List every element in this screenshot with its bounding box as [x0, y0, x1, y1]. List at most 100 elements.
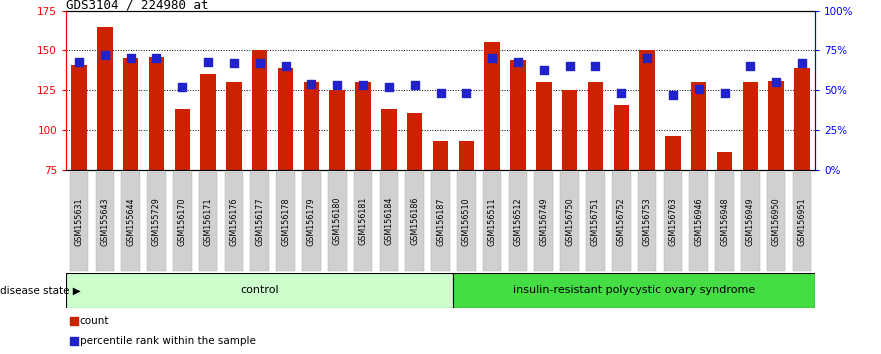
Point [537, 67, 551, 72]
Text: GSM156176: GSM156176 [229, 197, 239, 246]
FancyBboxPatch shape [638, 172, 656, 270]
Text: GSM156751: GSM156751 [591, 197, 600, 246]
Point [485, 56, 500, 61]
FancyBboxPatch shape [250, 172, 269, 270]
Bar [768, 81, 784, 170]
Text: GSM156949: GSM156949 [746, 197, 755, 246]
Point [227, 60, 241, 66]
Bar [226, 82, 241, 170]
FancyBboxPatch shape [431, 172, 450, 270]
Bar [485, 42, 500, 170]
Bar [433, 141, 448, 170]
Bar [795, 68, 810, 170]
Text: GSM155644: GSM155644 [126, 197, 135, 246]
Bar [613, 104, 629, 170]
Bar [381, 109, 396, 170]
FancyBboxPatch shape [147, 172, 166, 270]
FancyBboxPatch shape [766, 172, 786, 270]
Bar [71, 65, 86, 170]
Text: percentile rank within the sample: percentile rank within the sample [79, 336, 255, 346]
Bar [278, 68, 293, 170]
Text: GSM156951: GSM156951 [797, 197, 806, 246]
Bar [588, 82, 603, 170]
Point [330, 82, 344, 88]
Bar [122, 58, 138, 170]
Bar [691, 82, 707, 170]
Point [589, 64, 603, 69]
Point [123, 56, 137, 61]
Text: GSM155729: GSM155729 [152, 197, 161, 246]
Bar [252, 50, 268, 170]
FancyBboxPatch shape [328, 172, 346, 270]
Point [769, 79, 783, 85]
Text: GSM156511: GSM156511 [488, 197, 497, 246]
Text: GDS3104 / 224980_at: GDS3104 / 224980_at [66, 0, 209, 11]
Text: GSM156512: GSM156512 [514, 197, 522, 246]
FancyBboxPatch shape [508, 172, 527, 270]
Text: GSM156177: GSM156177 [255, 197, 264, 246]
Bar [66, 273, 454, 308]
Text: count: count [79, 316, 109, 326]
Bar [355, 82, 371, 170]
Bar [536, 82, 552, 170]
Bar [510, 60, 526, 170]
Text: control: control [241, 285, 279, 295]
Bar [640, 50, 655, 170]
Text: GSM156179: GSM156179 [307, 197, 316, 246]
Point [433, 91, 448, 96]
Point [563, 64, 577, 69]
Point [717, 91, 731, 96]
Point [614, 91, 628, 96]
Text: GSM156750: GSM156750 [565, 197, 574, 246]
FancyBboxPatch shape [354, 172, 373, 270]
Point [381, 84, 396, 90]
Text: insulin-resistant polycystic ovary syndrome: insulin-resistant polycystic ovary syndr… [513, 285, 755, 295]
FancyBboxPatch shape [586, 172, 604, 270]
Point [356, 82, 370, 88]
FancyBboxPatch shape [612, 172, 631, 270]
Text: GSM155643: GSM155643 [100, 197, 109, 246]
Text: GSM156187: GSM156187 [436, 197, 445, 246]
Text: GSM156181: GSM156181 [359, 197, 367, 245]
Point [795, 60, 809, 66]
Text: GSM155631: GSM155631 [75, 197, 84, 246]
Point [692, 86, 706, 92]
FancyBboxPatch shape [690, 172, 708, 270]
Bar [200, 74, 216, 170]
Bar [174, 109, 190, 170]
FancyBboxPatch shape [173, 172, 191, 270]
FancyBboxPatch shape [70, 172, 88, 270]
FancyBboxPatch shape [302, 172, 321, 270]
FancyBboxPatch shape [560, 172, 579, 270]
FancyBboxPatch shape [535, 172, 553, 270]
Bar [454, 273, 815, 308]
FancyBboxPatch shape [199, 172, 218, 270]
Text: GSM156752: GSM156752 [617, 197, 626, 246]
FancyBboxPatch shape [122, 172, 140, 270]
Text: GSM156186: GSM156186 [411, 197, 419, 245]
FancyBboxPatch shape [95, 172, 115, 270]
Bar [562, 90, 577, 170]
FancyBboxPatch shape [793, 172, 811, 270]
Bar [304, 82, 319, 170]
Text: GSM156946: GSM156946 [694, 197, 703, 246]
FancyBboxPatch shape [277, 172, 295, 270]
Text: disease state ▶: disease state ▶ [0, 285, 81, 295]
Text: GSM156178: GSM156178 [281, 197, 290, 246]
FancyBboxPatch shape [483, 172, 501, 270]
Bar [97, 27, 113, 170]
Point [67, 319, 81, 324]
Point [511, 59, 525, 64]
Point [744, 64, 758, 69]
Text: GSM156180: GSM156180 [333, 197, 342, 245]
Text: GSM156510: GSM156510 [462, 197, 470, 246]
Bar [717, 152, 732, 170]
Bar [665, 136, 681, 170]
Point [98, 52, 112, 58]
Point [175, 84, 189, 90]
Bar [407, 113, 422, 170]
Text: GSM156170: GSM156170 [178, 197, 187, 246]
Bar [329, 90, 345, 170]
Point [640, 56, 654, 61]
Bar [149, 57, 164, 170]
